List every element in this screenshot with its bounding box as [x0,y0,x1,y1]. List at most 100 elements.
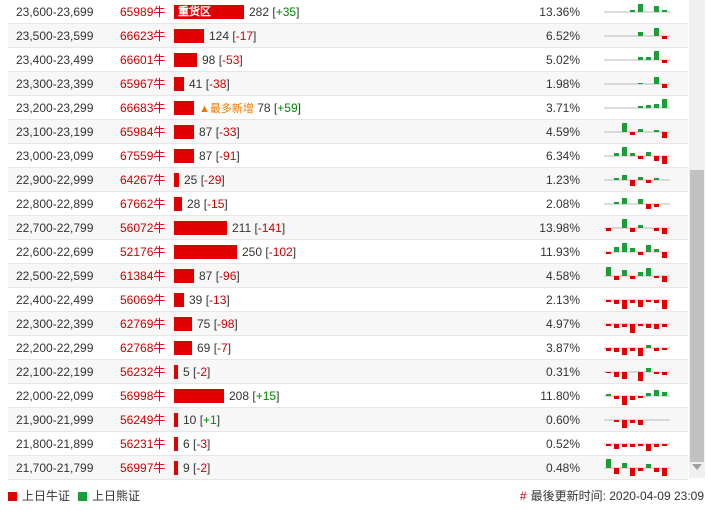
warrant-code-link[interactable]: 56232牛 [120,365,166,379]
warrant-code-link[interactable]: 64267牛 [120,173,166,187]
sparkline-bar [630,153,635,156]
volume-bar [174,29,204,43]
warrant-code-link[interactable]: 66601牛 [120,53,166,67]
sparkline-bar [662,36,667,39]
warrant-code-link[interactable]: 65989牛 [120,5,166,19]
sparkline-bar [614,468,619,474]
strike-range: 23,500-23,599 [16,29,94,43]
sparkline-bar [638,106,643,108]
sparkline-bar [662,444,667,446]
sparkline-bar [622,444,627,447]
warrant-code-link[interactable]: 56249牛 [120,413,166,427]
strike-range: 22,600-22,699 [16,245,94,259]
count-info: 69 [-7] [197,341,232,355]
sparkline-bar [662,84,667,88]
table-row: 22,600-22,699 52176牛 250 [-102] 11.93% [8,240,688,264]
sparkline-bar [630,10,635,12]
warrant-code-link[interactable]: 56997牛 [120,461,166,475]
count-info: 5 [-2] [183,365,211,379]
cbbc-distribution-table: 23,600-23,699 65989牛 重货区 282 [+35] 13.36% 23,… [8,0,688,480]
warrant-code-link[interactable]: 56072牛 [120,221,166,235]
sparkline-bar [646,204,651,209]
percentage: 4.59% [545,125,580,139]
legend-bull: 上日牛证 [8,486,70,506]
outstanding-count: 87 [199,149,213,163]
table-row: 22,800-22,899 67662牛 28 [-15] 2.08% [8,192,688,216]
sparkline-bar [638,348,643,356]
warrant-code-link[interactable]: 56231牛 [120,437,166,451]
strike-range: 21,800-21,899 [16,437,94,451]
strike-range: 23,000-23,099 [16,149,94,163]
sparkline-bar [614,178,619,180]
strike-range: 22,500-22,599 [16,269,94,283]
sparkline-bar [638,57,643,60]
outstanding-count: 41 [189,77,203,91]
strike-range: 22,000-22,099 [16,389,94,403]
table-row: 23,100-23,199 65984牛 87 [-33] 4.59% [8,120,688,144]
sparkline-bar [646,368,651,372]
count-info: 39 [-13] [189,293,230,307]
count-change: -102 [268,245,293,259]
warrant-code-link[interactable]: 66623牛 [120,29,166,43]
percentage: 3.87% [545,341,580,355]
change-sparkline [604,175,670,186]
sparkline-bar [606,372,611,373]
legend-bear: 上日熊证 [78,486,140,506]
volume-bar [174,413,178,427]
outstanding-count: 69 [197,341,211,355]
sparkline-bar [638,324,643,326]
table-row: 23,500-23,599 66623牛 124 [-17] 6.52% [8,24,688,48]
sparkline-bar [638,468,643,471]
volume-bar [174,101,194,115]
warrant-code-link[interactable]: 62769牛 [120,317,166,331]
count-info: 87 [-96] [199,269,240,283]
sparkline-bar [606,324,611,326]
warrant-code-link[interactable]: 65967牛 [120,77,166,91]
change-sparkline [604,147,670,164]
warrant-code-link[interactable]: 62768牛 [120,341,166,355]
count-info: 87 [-91] [199,149,240,163]
sparkline-bar [614,420,619,422]
sparkline-bar [622,219,627,228]
volume-bar [174,173,179,187]
warrant-code-link[interactable]: 67559牛 [120,149,166,163]
warrant-code-link[interactable]: 65984牛 [120,125,166,139]
outstanding-count: 78 [257,101,271,115]
sparkline-bar [654,249,659,252]
sparkline-bar [622,348,627,355]
change-sparkline [604,299,670,309]
sparkline-bar [614,444,619,449]
scroll-down-arrow-icon[interactable] [692,464,702,470]
change-sparkline [604,267,670,282]
outstanding-count: 282 [249,5,270,19]
strike-range: 22,900-22,999 [16,173,94,187]
change-sparkline [604,368,670,381]
warrant-code-link[interactable]: 61384牛 [120,269,166,283]
table-row: 22,300-22,399 62769牛 75 [-98] 4.97% [8,312,688,336]
warrant-code-link[interactable]: 52176牛 [120,245,166,259]
sparkline-bar [654,372,659,374]
warrant-code-link[interactable]: 66683牛 [120,101,166,115]
sparkline-bar [654,204,659,207]
percentage: 4.97% [545,317,580,331]
change-sparkline [604,419,670,428]
strike-range: 22,800-22,899 [16,197,94,211]
warrant-code-link[interactable]: 56998牛 [120,389,166,403]
sparkline-bar [662,276,667,282]
percentage: 6.34% [545,149,580,163]
sparkline-bar [638,420,643,425]
strike-range: 23,400-23,499 [16,53,94,67]
sparkline-bar [622,243,627,252]
warrant-code-link[interactable]: 56069牛 [120,293,166,307]
change-sparkline [604,323,670,333]
sparkline-bar [654,104,659,108]
count-info: 6 [-3] [183,437,211,451]
sparkline-bar [654,390,659,396]
outstanding-count: 25 [184,173,198,187]
sparkline-bar [646,300,651,302]
warrant-code-link[interactable]: 67662牛 [120,197,166,211]
scrollbar-thumb[interactable] [690,170,704,462]
percentage: 11.93% [540,245,580,259]
hot-zone-tag: 重货区 [178,6,211,18]
outstanding-count: 87 [199,269,213,283]
